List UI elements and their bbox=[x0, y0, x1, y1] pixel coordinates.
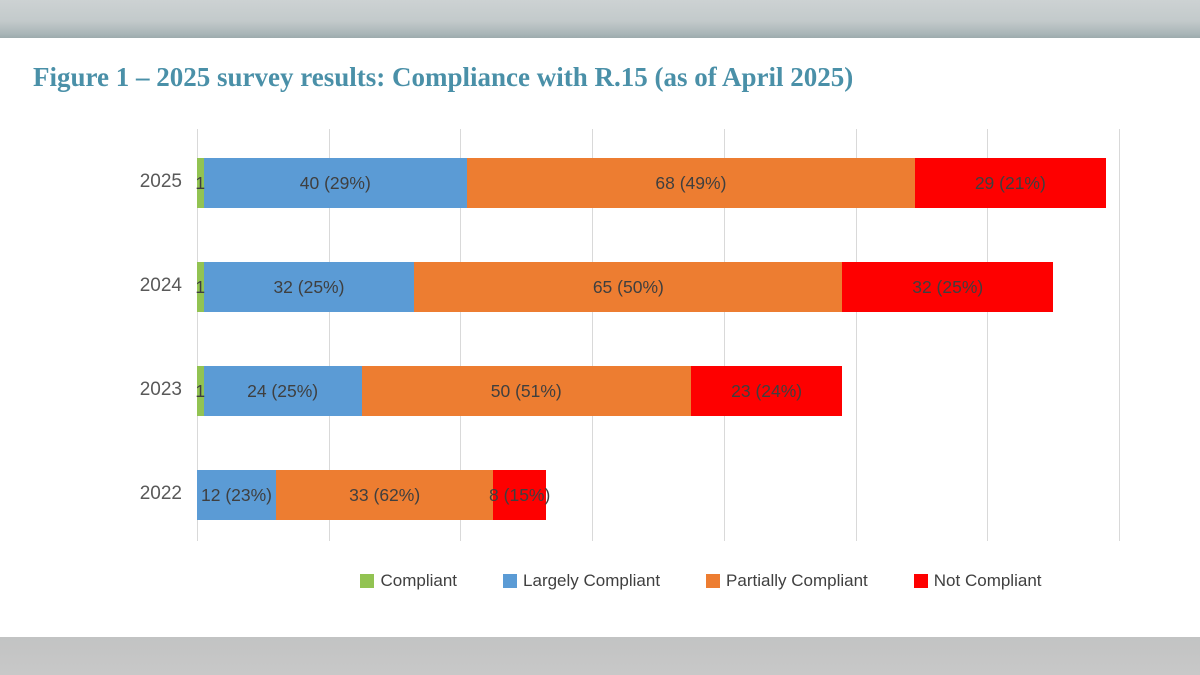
legend-swatch-icon bbox=[913, 574, 928, 588]
bar-segment-2024-partially-compliant: 65 (50%) bbox=[414, 262, 843, 312]
bar-row-2022: 12 (23%) 33 (62%) 8 (15%) bbox=[197, 470, 550, 520]
legend-label: Largely Compliant bbox=[523, 571, 661, 590]
bar-data-label: 1 bbox=[195, 276, 206, 297]
category-label-2022: 2022 bbox=[139, 483, 182, 504]
bar-segment-2022-partially-compliant: 33 (62%) bbox=[276, 470, 494, 520]
legend-swatch-icon bbox=[706, 574, 721, 588]
gridline bbox=[1119, 129, 1120, 541]
bar-data-label: 32 (25%) bbox=[273, 276, 345, 297]
bar-segment-2023-not-compliant: 23 (24%) bbox=[690, 366, 843, 416]
bar-data-label: 12 (23%) bbox=[201, 484, 273, 505]
bar-row-2025: 1 40 (29%) 68 (49%) 29 (21%) bbox=[195, 158, 1106, 208]
chart-legend: Compliant Largely Compliant Partially Comp… bbox=[240, 571, 1162, 591]
gridline bbox=[197, 129, 198, 541]
bar-segment-2023-partially-compliant: 50 (51%) bbox=[361, 366, 691, 416]
bar-segment-2024-compliant: 1 bbox=[195, 262, 206, 312]
bar-data-label: 32 (25%) bbox=[912, 276, 984, 297]
legend-item-compliant: Compliant bbox=[360, 571, 457, 591]
bar-row-2023: 1 24 (25%) 50 (51%) 23 (24%) bbox=[195, 366, 843, 416]
bar-data-label: 29 (21%) bbox=[974, 172, 1046, 193]
bar-segment-2022-not-compliant: 8 (15%) bbox=[489, 470, 550, 520]
legend-label: Compliant bbox=[380, 571, 458, 590]
legend-item-partially-compliant: Partially Compliant bbox=[706, 571, 868, 591]
legend-label: Not Compliant bbox=[933, 571, 1042, 590]
bar-data-label: 65 (50%) bbox=[592, 276, 664, 297]
bar-row-2024: 1 32 (25%) 65 (50%) 32 (25%) bbox=[195, 262, 1054, 312]
bottom-border-band bbox=[0, 637, 1200, 675]
bar-segment-2022-largely-compliant: 12 (23%) bbox=[197, 470, 277, 520]
bar-data-label: 50 (51%) bbox=[490, 380, 562, 401]
bar-data-label: 1 bbox=[195, 380, 206, 401]
bar-data-label: 33 (62%) bbox=[349, 484, 421, 505]
bar-segment-2023-largely-compliant: 24 (25%) bbox=[203, 366, 362, 416]
legend-item-not-compliant: Not Compliant bbox=[913, 571, 1042, 591]
legend-swatch-icon bbox=[503, 574, 518, 588]
category-label-2024: 2024 bbox=[139, 275, 182, 296]
bar-data-label: 8 (15%) bbox=[489, 484, 551, 505]
gridline bbox=[592, 129, 594, 541]
bar-data-label: 24 (25%) bbox=[247, 380, 319, 401]
gridline bbox=[987, 129, 989, 541]
category-label-2023: 2023 bbox=[139, 379, 182, 400]
bar-segment-2023-compliant: 1 bbox=[195, 366, 206, 416]
bar-data-label: 40 (29%) bbox=[299, 172, 371, 193]
gridline bbox=[723, 129, 725, 541]
bar-data-label: 23 (24%) bbox=[731, 380, 803, 401]
top-border-band bbox=[0, 0, 1200, 38]
page-title: Figure 1 – 2025 survey results: Complian… bbox=[33, 62, 854, 92]
gridline bbox=[855, 129, 857, 541]
plot-area: 1 40 (29%) 68 (49%) 29 (21%) 1 32 (25%) 65 (50… bbox=[195, 129, 1120, 541]
bar-segment-2025-largely-compliant: 40 (29%) bbox=[203, 158, 467, 208]
bar-segment-2025-not-compliant: 29 (21%) bbox=[914, 158, 1106, 208]
bar-segment-2025-partially-compliant: 68 (49%) bbox=[467, 158, 915, 208]
gridline bbox=[460, 129, 462, 541]
category-label-2025: 2025 bbox=[139, 171, 182, 192]
bar-data-label: 68 (49%) bbox=[655, 172, 727, 193]
bar-segment-2025-compliant: 1 bbox=[195, 158, 206, 208]
gridline bbox=[328, 129, 330, 541]
legend-label: Partially Compliant bbox=[726, 571, 868, 590]
legend-item-largely-compliant: Largely Compliant bbox=[503, 571, 660, 591]
bar-segment-2024-not-compliant: 32 (25%) bbox=[842, 262, 1054, 312]
bar-segment-2024-largely-compliant: 32 (25%) bbox=[203, 262, 415, 312]
legend-swatch-icon bbox=[360, 574, 375, 588]
bar-data-label: 1 bbox=[195, 172, 206, 193]
